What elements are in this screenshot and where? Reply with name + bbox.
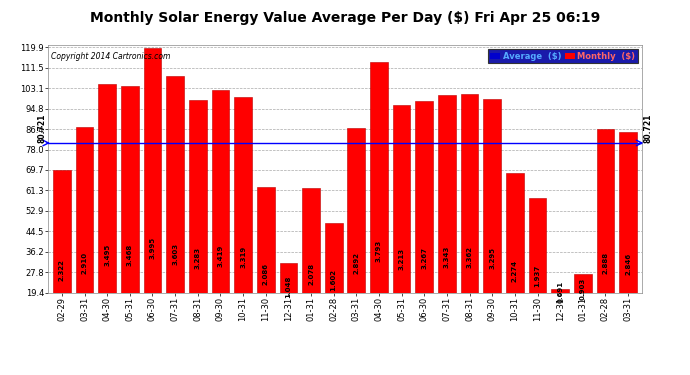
Bar — [166, 76, 184, 292]
Bar — [438, 95, 456, 292]
Bar — [506, 174, 524, 292]
Bar — [121, 86, 139, 292]
Bar — [53, 170, 70, 292]
Text: 3.319: 3.319 — [240, 246, 246, 268]
Text: 3.283: 3.283 — [195, 247, 201, 269]
Text: 80.721: 80.721 — [37, 114, 46, 143]
Bar — [620, 132, 637, 292]
Text: 2.274: 2.274 — [512, 260, 518, 282]
Text: 80.721: 80.721 — [644, 114, 653, 143]
Bar — [257, 187, 275, 292]
Bar — [348, 128, 365, 292]
Text: 2.846: 2.846 — [625, 252, 631, 274]
Bar — [484, 99, 501, 292]
Text: 3.495: 3.495 — [104, 244, 110, 266]
Text: 2.078: 2.078 — [308, 262, 314, 285]
Text: 2.322: 2.322 — [59, 260, 65, 281]
Legend: Average  ($), Monthly  ($): Average ($), Monthly ($) — [488, 49, 638, 63]
Text: 3.995: 3.995 — [150, 237, 155, 260]
Bar — [597, 129, 614, 292]
Text: 1.602: 1.602 — [331, 269, 337, 291]
Bar — [574, 274, 591, 292]
Text: 3.267: 3.267 — [422, 247, 427, 269]
Text: 2.086: 2.086 — [263, 262, 268, 285]
Bar — [370, 62, 388, 292]
Text: 3.343: 3.343 — [444, 246, 450, 268]
Bar — [393, 105, 411, 292]
Text: 3.603: 3.603 — [172, 243, 178, 265]
Bar — [212, 90, 229, 292]
Bar — [461, 94, 478, 292]
Bar — [144, 48, 161, 292]
Bar — [76, 127, 93, 292]
Text: 3.213: 3.213 — [399, 248, 404, 270]
Text: 2.910: 2.910 — [81, 252, 88, 274]
Text: 3.419: 3.419 — [217, 245, 224, 267]
Text: Copyright 2014 Cartronics.com: Copyright 2014 Cartronics.com — [51, 53, 170, 62]
Text: Monthly Solar Energy Value Average Per Day ($) Fri Apr 25 06:19: Monthly Solar Energy Value Average Per D… — [90, 11, 600, 25]
Text: 3.295: 3.295 — [489, 247, 495, 268]
Text: 2.888: 2.888 — [602, 252, 609, 274]
Text: 0.691: 0.691 — [557, 281, 563, 303]
Bar — [99, 84, 116, 292]
Text: 1.937: 1.937 — [535, 264, 540, 286]
Bar — [234, 97, 252, 292]
Bar — [279, 263, 297, 292]
Bar — [189, 100, 206, 292]
Text: 3.362: 3.362 — [466, 246, 473, 268]
Text: 1.048: 1.048 — [286, 276, 291, 298]
Bar — [529, 198, 546, 292]
Bar — [302, 188, 320, 292]
Bar — [551, 289, 569, 292]
Text: 2.892: 2.892 — [353, 252, 359, 274]
Text: 0.903: 0.903 — [580, 278, 586, 300]
Bar — [325, 223, 342, 292]
Text: 3.793: 3.793 — [376, 240, 382, 262]
Bar — [415, 101, 433, 292]
Text: 3.468: 3.468 — [127, 244, 133, 267]
